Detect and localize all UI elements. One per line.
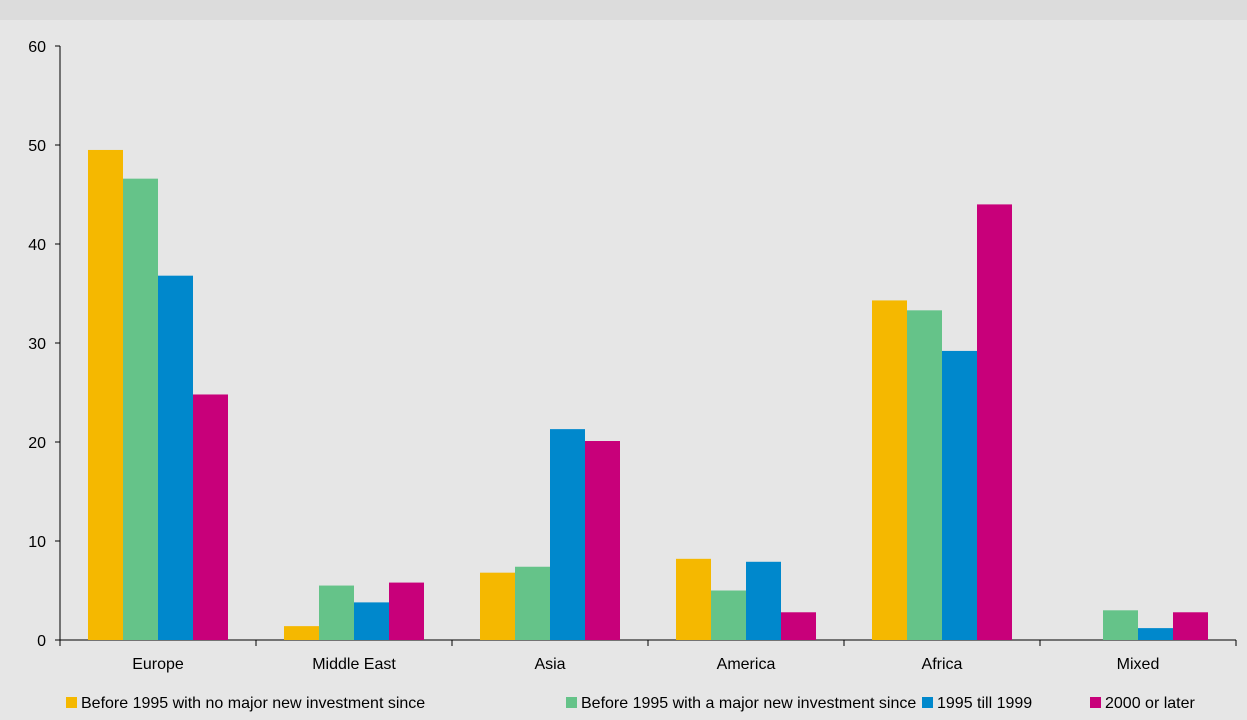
bar (1103, 610, 1138, 640)
y-tick-label: 40 (28, 237, 46, 254)
legend-swatch (66, 697, 77, 708)
legend-label: 1995 till 1999 (937, 695, 1032, 712)
y-tick-label: 50 (28, 138, 46, 155)
y-tick-label: 10 (28, 534, 46, 551)
bar (480, 572, 515, 640)
bar (746, 561, 781, 640)
x-tick-label: Mixed (1117, 656, 1160, 673)
bar (354, 602, 389, 640)
x-tick-label: Middle East (312, 656, 396, 673)
x-tick-label: Africa (922, 656, 963, 673)
bar (711, 590, 746, 640)
y-axis: 0 10 20 30 40 50 60 (28, 39, 61, 650)
legend-swatch (922, 697, 933, 708)
bar (1138, 628, 1173, 640)
bar (1173, 612, 1208, 640)
bar (676, 558, 711, 640)
bar (319, 585, 354, 640)
x-tick-label: America (717, 656, 776, 673)
bar (284, 626, 319, 640)
x-axis: Europe Middle East Asia America Africa Mixed (59, 639, 1237, 673)
x-tick-label: Europe (132, 656, 184, 673)
bar (550, 429, 585, 640)
bar (781, 612, 816, 640)
bars (88, 149, 1208, 640)
bar (942, 350, 977, 640)
header-band (0, 0, 1247, 20)
bar (389, 582, 424, 640)
legend-label: Before 1995 with a major new investment … (581, 695, 916, 712)
legend-swatch (566, 697, 577, 708)
bar (515, 566, 550, 640)
y-tick-label: 0 (37, 633, 46, 650)
legend-label: Before 1995 with no major new investment… (81, 695, 425, 712)
y-tick-label: 30 (28, 336, 46, 353)
legend-label: 2000 or later (1105, 695, 1196, 712)
bar (977, 204, 1012, 640)
bar (123, 178, 158, 640)
bar (193, 394, 228, 640)
bar (585, 441, 620, 640)
bar (907, 310, 942, 640)
y-tick-label: 20 (28, 435, 46, 452)
bar (158, 275, 193, 640)
x-tick-label: Asia (534, 656, 565, 673)
bar (872, 300, 907, 640)
y-tick-label: 60 (28, 39, 46, 56)
legend: Before 1995 with no major new investment… (66, 695, 1196, 712)
legend-swatch (1090, 697, 1101, 708)
bar (88, 149, 123, 640)
